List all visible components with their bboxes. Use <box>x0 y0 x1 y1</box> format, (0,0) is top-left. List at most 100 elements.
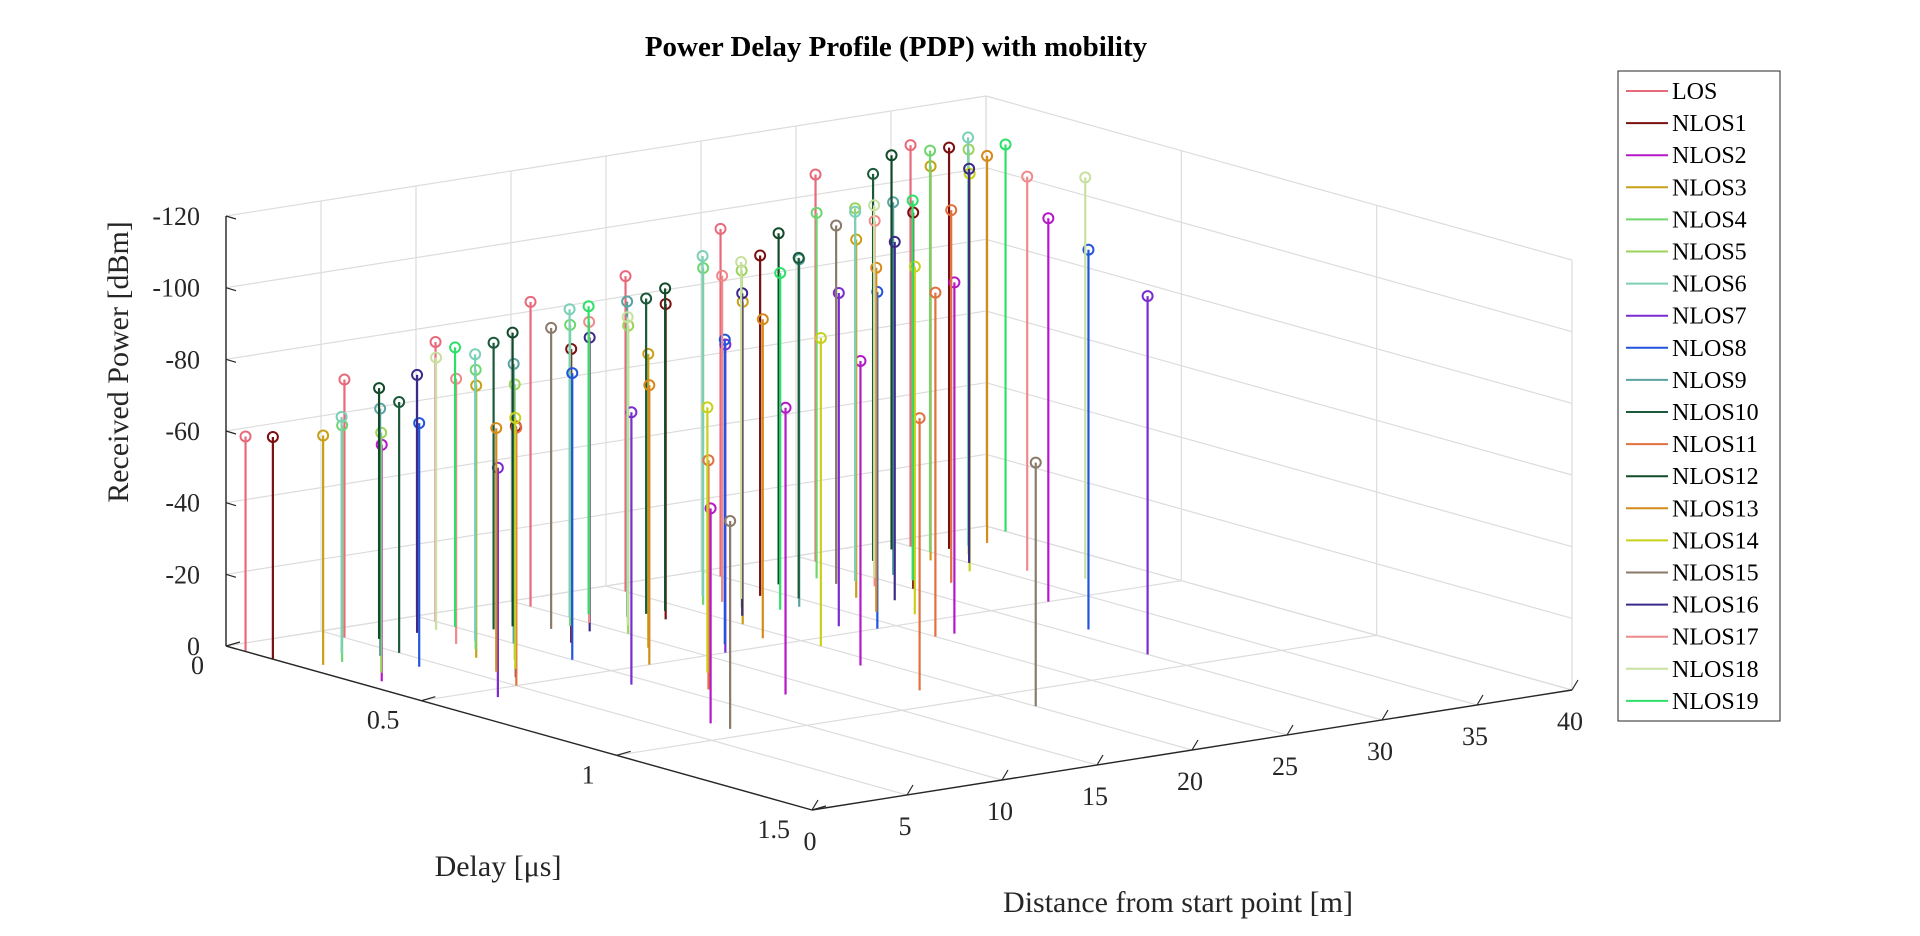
grid-line <box>890 540 1478 706</box>
marker-NLOS3 <box>642 347 655 360</box>
marker-NLOS6 <box>962 131 975 144</box>
z-tick <box>225 573 237 578</box>
legend: LOS NLOS1 NLOS2 NLOS3 NLOS4 NLOS5 NLOS6 NLOS7 NL… <box>1617 70 1781 722</box>
legend-label-NLOS7: NLOS7 <box>1672 304 1747 330</box>
z-tick <box>225 502 237 507</box>
x-tick <box>906 784 914 796</box>
marker-NLOS18 <box>430 351 443 364</box>
grid-line <box>320 630 908 796</box>
grid-line <box>225 310 987 432</box>
marker-NLOS13 <box>981 149 994 162</box>
z-tick-label: -100 <box>152 274 200 303</box>
marker-NLOS7 <box>1141 290 1154 303</box>
marker-NLOS8 <box>718 333 731 346</box>
z-tick-label: -60 <box>165 417 200 446</box>
z-tick <box>225 215 237 220</box>
marker-NLOS10 <box>792 251 805 264</box>
y-tick-label: 0.5 <box>367 706 400 735</box>
grid-line <box>225 453 987 575</box>
x-tick <box>811 799 819 811</box>
grid-line <box>510 600 1098 766</box>
marker-NLOS11 <box>929 286 942 299</box>
marker-NLOS14 <box>509 411 522 424</box>
marker-NLOS10 <box>487 336 500 349</box>
z-axis-label: Received Power [dBm] <box>102 221 135 503</box>
chart-title: Power Delay Profile (PDP) with mobility <box>645 31 1148 63</box>
legend-label-NLOS13: NLOS13 <box>1672 496 1759 522</box>
y-tick <box>811 805 827 811</box>
y-axis-label: Delay [μs] <box>435 850 562 883</box>
marker-NLOS10 <box>393 396 406 409</box>
marker-NLOS9 <box>887 196 900 209</box>
marker-NLOS6 <box>849 205 862 218</box>
marker-NLOS6 <box>335 410 348 423</box>
legend-label-NLOS17: NLOS17 <box>1672 625 1759 651</box>
legend-label-NLOS19: NLOS19 <box>1672 689 1759 715</box>
grid-line <box>985 238 1573 404</box>
z-tick <box>225 430 237 435</box>
marker-NLOS6 <box>469 348 482 361</box>
marker-NLOS19 <box>906 194 919 207</box>
marker-NLOS2 <box>1042 212 1055 225</box>
x-tick-label: 15 <box>1082 782 1108 811</box>
marker-NLOS8 <box>1082 243 1095 256</box>
marker-NLOS9 <box>621 295 634 308</box>
marker-NLOS1 <box>943 141 956 154</box>
legend-label-NLOS10: NLOS10 <box>1672 400 1759 426</box>
marker-NLOS12 <box>373 382 386 395</box>
marker-LOS <box>904 139 917 152</box>
y-axis-line <box>225 645 813 811</box>
marker-NLOS1 <box>266 430 279 443</box>
grid-line <box>225 238 987 360</box>
z-tick-label: -40 <box>165 489 200 518</box>
y-tick <box>225 641 241 647</box>
x-tick-label: 0 <box>804 827 817 856</box>
y-tick <box>421 696 436 702</box>
x-tick-label: 25 <box>1272 752 1298 781</box>
marker-NLOS7 <box>832 286 845 299</box>
legend-label-LOS: LOS <box>1672 79 1717 105</box>
marker-LOS <box>619 270 632 283</box>
marker-NLOS15 <box>724 515 737 528</box>
legend-label-NLOS14: NLOS14 <box>1672 528 1759 554</box>
y-tick-label: 1 <box>582 760 595 789</box>
marker-LOS <box>239 430 252 443</box>
grid-line <box>985 95 1573 261</box>
marker-LOS <box>524 295 537 308</box>
marker-NLOS19 <box>774 266 787 279</box>
marker-NLOS12 <box>772 227 785 240</box>
legend-label-NLOS15: NLOS15 <box>1672 561 1759 587</box>
y-tick <box>616 750 631 756</box>
marker-NLOS13 <box>490 422 503 435</box>
x-tick <box>1001 769 1009 781</box>
z-tick-label: 0 <box>187 632 200 661</box>
x-tick <box>1286 724 1294 736</box>
marker-LOS <box>809 168 822 181</box>
legend-label-NLOS9: NLOS9 <box>1672 368 1747 394</box>
marker-NLOS18 <box>621 311 634 324</box>
marker-NLOS12 <box>885 149 898 162</box>
marker-NLOS10 <box>867 167 880 180</box>
marker-NLOS16 <box>888 235 901 248</box>
marker-NLOS8 <box>566 367 579 380</box>
grid-line <box>421 580 1182 702</box>
x-tick-label: 35 <box>1462 722 1488 751</box>
legend-label-NLOS4: NLOS4 <box>1672 207 1747 233</box>
legend-label-NLOS8: NLOS8 <box>1672 336 1747 362</box>
marker-NLOS13 <box>870 261 883 274</box>
marker-NLOS16 <box>963 162 976 175</box>
legend-label-NLOS18: NLOS18 <box>1672 657 1759 683</box>
grid-line <box>225 167 987 289</box>
grid-line <box>985 525 1573 691</box>
z-tick-label: -80 <box>165 345 200 374</box>
marker-NLOS15 <box>830 219 843 232</box>
marker-NLOS15 <box>545 321 558 334</box>
x-tick <box>1096 754 1104 766</box>
legend-label-NLOS1: NLOS1 <box>1672 111 1747 137</box>
marker-NLOS14 <box>814 331 827 344</box>
marker-NLOS15 <box>1029 456 1042 469</box>
marker-NLOS16 <box>411 368 424 381</box>
z-tick-label: -120 <box>152 202 200 231</box>
legend-label-NLOS12: NLOS12 <box>1672 464 1759 490</box>
